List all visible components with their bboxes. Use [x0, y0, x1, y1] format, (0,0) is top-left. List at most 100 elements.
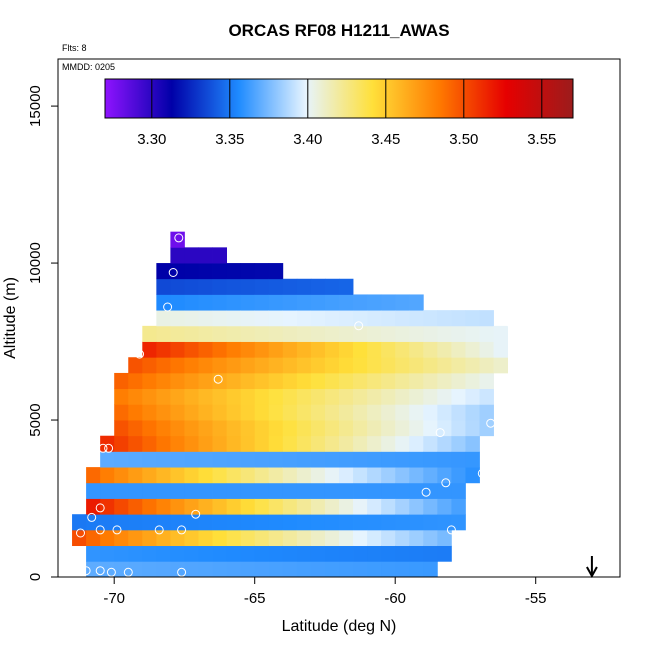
heatmap-cell — [437, 388, 452, 405]
heatmap-cell — [451, 498, 466, 515]
colorbar-tick-label: 3.50 — [449, 131, 478, 148]
heatmap-cell — [437, 435, 452, 452]
heatmap-cell — [212, 263, 227, 280]
heatmap-cell — [240, 341, 256, 358]
heatmap-cell — [339, 310, 354, 327]
chart-title: ORCAS RF08 H1211_AWAS — [228, 21, 449, 40]
heatmap-cell — [339, 420, 354, 437]
heatmap-cell — [240, 451, 256, 468]
heatmap-cell — [381, 561, 396, 578]
sample-point — [76, 528, 85, 538]
heatmap-cell — [324, 278, 340, 295]
heatmap-cell — [142, 420, 157, 437]
heatmap-cell — [353, 498, 368, 515]
heatmap-cell — [409, 498, 424, 515]
heatmap-cell — [409, 529, 424, 547]
heatmap-cell — [254, 451, 270, 468]
heatmap-cell — [282, 529, 298, 547]
heatmap-cell — [198, 388, 213, 405]
heatmap-cell — [226, 451, 242, 468]
x-tick-label: -70 — [103, 590, 125, 607]
heatmap-cell — [184, 451, 199, 468]
heatmap-cell — [170, 263, 185, 280]
heatmap-cell — [72, 514, 87, 531]
heatmap-cell — [493, 357, 508, 374]
heatmap-cell — [367, 561, 382, 578]
heatmap-cell — [86, 467, 101, 484]
heatmap-cell — [423, 498, 438, 515]
heatmap-cell — [310, 529, 326, 547]
heatmap-cell — [479, 420, 494, 437]
heatmap-cell — [339, 467, 354, 484]
heatmap-cell — [437, 372, 452, 390]
heatmap-cell — [310, 341, 326, 358]
heatmap-cell — [381, 388, 396, 405]
heatmap-cell — [367, 294, 382, 311]
heatmap-cell — [437, 404, 452, 421]
heatmap-cell — [282, 357, 298, 374]
heatmap-cell — [114, 420, 129, 437]
heatmap-cell — [339, 372, 354, 390]
heatmap-cell — [324, 482, 340, 499]
heatmap-cell — [282, 498, 298, 515]
heatmap-cell — [170, 498, 185, 515]
heatmap-cell — [367, 467, 382, 484]
heatmap-cell — [198, 545, 213, 562]
heatmap-cell — [395, 388, 410, 405]
heatmap-cell — [437, 357, 452, 374]
heatmap-cell — [212, 247, 227, 264]
heatmap-cell — [198, 482, 213, 499]
heatmap-cell — [114, 561, 129, 578]
heatmap-cell — [184, 467, 199, 484]
heatmap-cell — [296, 482, 312, 499]
heatmap-cell — [156, 341, 171, 358]
colorbar-tick-label: 3.40 — [293, 131, 322, 148]
heatmap-cell — [296, 514, 312, 531]
heatmap-cell — [324, 388, 340, 405]
heatmap-cell — [226, 404, 242, 421]
heatmap-cell — [353, 325, 368, 342]
heatmap-cell — [367, 404, 382, 421]
sample-point — [477, 468, 487, 478]
heatmap-cell — [114, 451, 129, 468]
heatmap-cell — [296, 529, 312, 547]
y-tick-label: 0 — [27, 573, 44, 581]
heatmap-cell — [395, 561, 410, 578]
heatmap-cell — [226, 529, 242, 547]
heatmap-cell — [240, 545, 256, 562]
heatmap-cell — [451, 467, 466, 484]
heatmap-cell — [423, 420, 438, 437]
heatmap-cell — [184, 372, 199, 390]
heatmap-cell — [212, 294, 227, 311]
heatmap-cell — [184, 325, 199, 342]
sample-point — [466, 519, 476, 529]
heatmap-cell — [339, 341, 354, 358]
heatmap-cell — [184, 388, 199, 405]
heatmap-cell — [409, 482, 424, 499]
heatmap-cell — [339, 435, 354, 452]
heatmap-cell — [282, 420, 298, 437]
heatmap-cell — [339, 498, 354, 515]
heatmap-cell — [142, 451, 157, 468]
heatmap-cell — [114, 404, 129, 421]
heatmap-cell — [128, 388, 143, 405]
heatmap-cell — [324, 561, 340, 578]
heatmap-cell — [226, 561, 242, 578]
heatmap-cell — [142, 357, 157, 374]
sample-point — [441, 478, 451, 488]
colorbar-tick-label: 3.55 — [527, 131, 556, 148]
heatmap-cell — [353, 561, 368, 578]
heatmap-cell — [212, 529, 227, 547]
colorbar-tick-label: 3.30 — [137, 131, 166, 148]
colorbar-tick-label: 3.45 — [371, 131, 400, 148]
heatmap-cell — [409, 372, 424, 390]
sample-point — [505, 318, 515, 328]
x-tick-label: -55 — [525, 590, 547, 607]
sample-point — [135, 349, 144, 359]
heatmap-cell — [240, 263, 256, 280]
heatmap-cell — [437, 545, 452, 562]
heatmap-cell — [479, 325, 494, 342]
heatmap-cell — [198, 514, 213, 531]
heatmap-cell — [423, 388, 438, 405]
heatmap-cell — [142, 561, 157, 578]
